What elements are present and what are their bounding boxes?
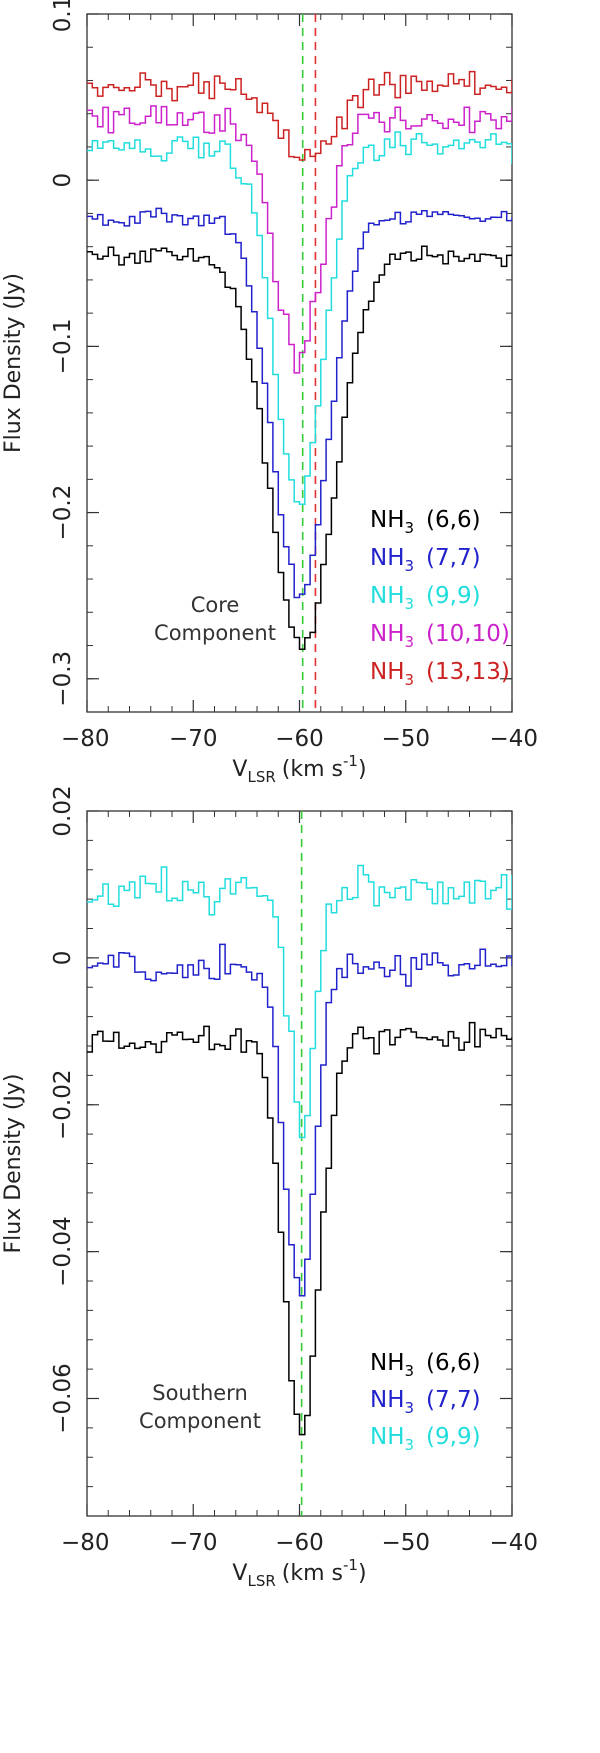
panel-label: Component: [154, 621, 276, 645]
y-tick-label: 0.1: [50, 0, 76, 32]
y-tick-label: 0: [50, 173, 76, 188]
y-tick-label: 0.02: [50, 785, 76, 836]
y-tick-label: −0.04: [50, 1216, 76, 1286]
spectrum-line-77: [87, 207, 512, 599]
x-tick-label: −80: [61, 726, 110, 752]
spectrum-line-1010: [87, 105, 512, 374]
legend-entry: NH3 (13,13): [370, 659, 510, 689]
core-component-panel: −80 −70 −60 −50 −40 0.1 0 −0.1 −0.2 −0.3 VLSR (km s…: [1, 0, 538, 786]
legend-entry: NH3 (9,9): [370, 583, 481, 613]
y-axis-title: Flux Density (Jy): [1, 1073, 26, 1253]
panel-label: Core: [191, 593, 240, 617]
x-tick-label: −50: [381, 1530, 430, 1556]
spectrum-line-99: [87, 864, 512, 1139]
spectrum-line-1313: [87, 70, 512, 161]
x-tick-label: −40: [489, 1530, 538, 1556]
x-tick-label: −60: [275, 726, 324, 752]
y-tick-label: −0.1: [50, 318, 76, 374]
x-axis-title: VLSR (km s-1): [232, 1556, 366, 1590]
x-tick-label: −80: [61, 1530, 110, 1556]
legend-entry: NH3 (9,9): [370, 1424, 481, 1454]
y-axis-title: Flux Density (Jy): [1, 273, 26, 453]
x-axis-title: VLSR (km s-1): [232, 752, 366, 786]
y-tick-label: −0.2: [50, 485, 76, 541]
spectrum-line-77: [87, 943, 512, 1297]
panel-label: Component: [139, 1409, 261, 1433]
x-tick-label: −50: [381, 726, 430, 752]
panel-label: Southern: [152, 1381, 248, 1405]
y-tick-label: −0.06: [50, 1363, 76, 1433]
y-tick-label: −0.02: [50, 1070, 76, 1140]
x-tick-label: −70: [169, 1530, 218, 1556]
legend-entry: NH3 (6,6): [370, 1350, 481, 1380]
x-tick-label: −60: [275, 1530, 324, 1556]
legend-entry: NH3 (6,6): [370, 507, 481, 537]
legend-entry: NH3 (10,10): [370, 621, 510, 651]
y-tick-label: −0.3: [50, 651, 76, 707]
y-tick-label: 0: [50, 951, 76, 966]
x-tick-label: −40: [489, 726, 538, 752]
legend-entry: NH3 (7,7): [370, 1387, 481, 1417]
spectrum-line-99: [87, 131, 512, 505]
southern-component-panel: −80 −70 −60 −50 −40 0.02 0 −0.02 −0.04 −0.06 VLSR(…: [1, 785, 538, 1590]
spectrum-line-66: [87, 1021, 512, 1436]
x-tick-label: −70: [169, 726, 218, 752]
spectrum-line-66: [87, 245, 512, 651]
legend-entry: NH3 (7,7): [370, 545, 481, 575]
